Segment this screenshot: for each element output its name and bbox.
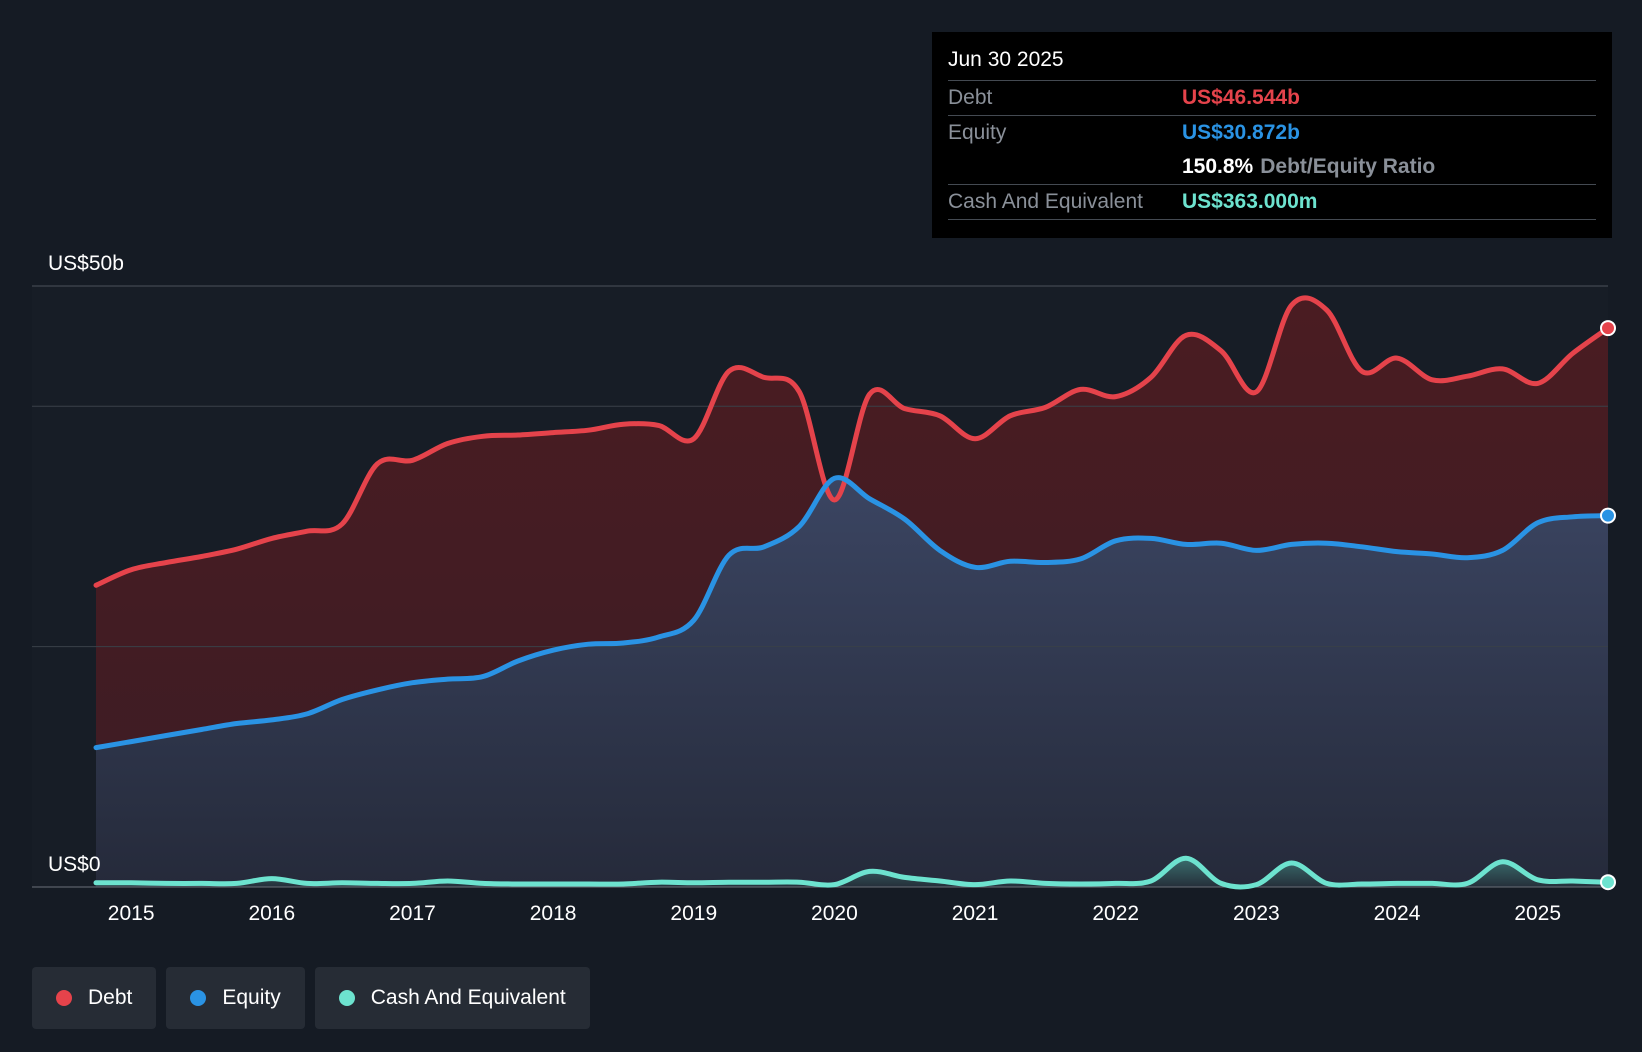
tooltip-equity-label: Equity [948, 121, 1007, 144]
equity-area [96, 477, 1608, 887]
tooltip-date: Jun 30 2025 [948, 48, 1064, 71]
x-tick-2015: 2015 [108, 902, 155, 925]
legend-label-debt: Debt [88, 986, 133, 1009]
x-tick-2025: 2025 [1514, 902, 1561, 925]
legend: Debt Equity Cash And Equivalent [32, 967, 600, 1029]
legend-dot-cash [338, 990, 355, 1006]
equity-line [93, 475, 1611, 751]
legend-dot-debt [56, 990, 72, 1006]
tooltip-ratio-value: 150.8% [1182, 155, 1254, 178]
legend-item-debt[interactable]: Debt [32, 967, 157, 1029]
x-tick-2023: 2023 [1233, 902, 1280, 925]
y-label-max: US$50b [48, 252, 124, 275]
tooltip-ratio-row: 150.8% Debt/Equity Ratio [948, 150, 1596, 184]
x-tick-2020: 2020 [811, 902, 858, 925]
tooltip-panel: Jun 30 2025 Debt US$46.544b Equity US$30… [932, 32, 1612, 238]
tooltip-debt-row: Debt US$46.544b [948, 80, 1596, 115]
tooltip-debt-label: Debt [948, 86, 993, 109]
tooltip-cash-row: Cash And Equivalent US$363.000m [948, 184, 1596, 220]
tooltip-debt-value: US$46.544b [1182, 86, 1300, 109]
tooltip-equity-row: Equity US$30.872b [948, 115, 1596, 150]
legend-dot-equity [190, 990, 207, 1006]
x-tick-2018: 2018 [530, 902, 577, 925]
x-tick-2022: 2022 [1092, 902, 1139, 925]
tooltip-cash-label: Cash And Equivalent [948, 190, 1143, 213]
y-label-zero: US$0 [48, 853, 101, 876]
x-tick-2021: 2021 [952, 902, 999, 925]
debt-end-marker [1600, 320, 1616, 337]
legend-label-equity: Equity [222, 986, 281, 1009]
x-tick-2024: 2024 [1374, 902, 1421, 925]
tooltip-equity-value: US$30.872b [1182, 121, 1300, 144]
legend-item-cash[interactable]: Cash And Equivalent [314, 967, 590, 1029]
tooltip-cash-value: US$363.000m [1182, 190, 1318, 213]
debt-line [93, 295, 1611, 588]
x-tick-2017: 2017 [389, 902, 436, 925]
x-tick-2019: 2019 [670, 902, 717, 925]
x-tick-2016: 2016 [248, 902, 295, 925]
cash-end-marker [1600, 874, 1616, 891]
cash-line [93, 855, 1611, 890]
equity-end-marker [1600, 507, 1616, 524]
legend-item-equity[interactable]: Equity [166, 967, 305, 1029]
legend-label-cash: Cash And Equivalent [370, 986, 566, 1009]
tooltip-ratio-label: Debt/Equity Ratio [1260, 155, 1436, 178]
